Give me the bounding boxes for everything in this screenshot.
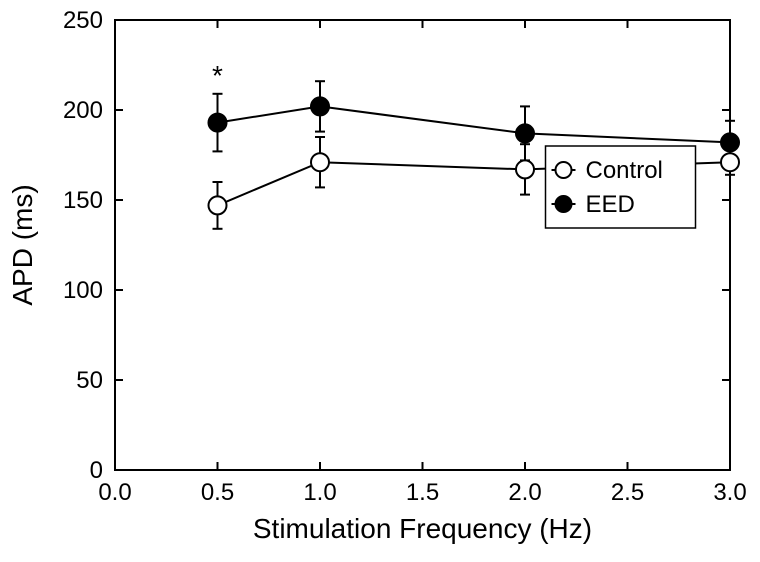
data-point	[516, 124, 534, 142]
y-tick-label: 0	[90, 457, 103, 484]
legend-marker-icon	[556, 196, 572, 212]
legend-label: Control	[586, 157, 663, 184]
y-tick-label: 200	[63, 97, 103, 124]
y-axis-label: APD (ms)	[7, 184, 38, 305]
x-tick-label: 0.5	[201, 479, 234, 506]
data-point	[516, 160, 534, 178]
significance-marker: *	[212, 60, 223, 91]
legend-marker-icon	[556, 162, 572, 178]
apd-chart: 0.0 0.5 1.0 1.5 2.0 2.5 3.0 0 50 100 150 200 250 Stim…	[0, 0, 760, 557]
y-tick-label: 50	[76, 367, 103, 394]
chart-svg: 0.0 0.5 1.0 1.5 2.0 2.5 3.0 0 50 100 150 200 250 Stim…	[0, 0, 760, 557]
y-tick-label: 150	[63, 187, 103, 214]
x-tick-label: 0.0	[98, 479, 131, 506]
x-axis-label: Stimulation Frequency (Hz)	[253, 513, 592, 544]
legend-label: EED	[586, 191, 635, 218]
data-point	[721, 153, 739, 171]
x-tick-label: 2.0	[508, 479, 541, 506]
data-point	[209, 114, 227, 132]
series-line-eed	[218, 106, 731, 142]
data-point	[311, 153, 329, 171]
data-point	[209, 196, 227, 214]
x-tick-label: 3.0	[713, 479, 746, 506]
x-tick-label: 1.0	[303, 479, 336, 506]
x-tick-label: 2.5	[611, 479, 644, 506]
x-tick-label: 1.5	[406, 479, 439, 506]
y-tick-label: 100	[63, 277, 103, 304]
y-tick-label: 250	[63, 7, 103, 34]
legend: Control EED	[546, 146, 696, 228]
data-point	[311, 97, 329, 115]
data-point	[721, 133, 739, 151]
